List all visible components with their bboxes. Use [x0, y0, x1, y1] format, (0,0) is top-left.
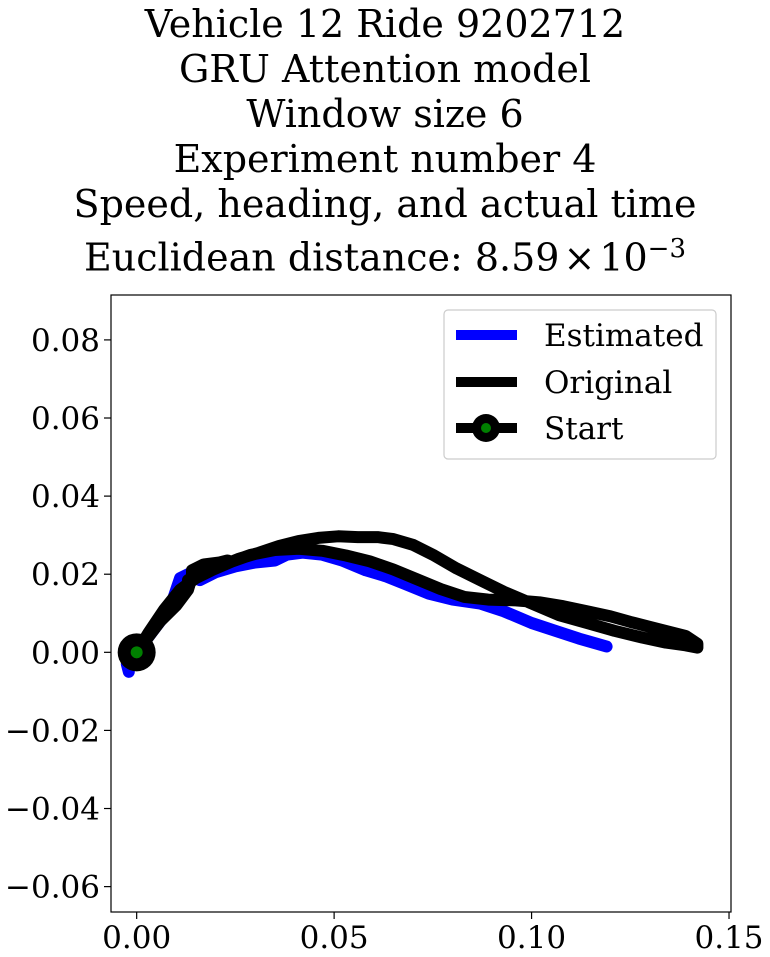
y-axis: 0.08 0.06 0.04 0.02 0.00 −0.02 −0.04 −0.06 — [5, 323, 111, 906]
start-marker-center — [130, 646, 143, 659]
legend-swatch-start-center — [481, 423, 491, 433]
plot-frame — [110, 294, 732, 913]
y-tick-label: 0.08 — [31, 323, 100, 359]
distance-exponent: −3 — [647, 234, 686, 264]
series-line-original — [130, 530, 704, 659]
series-layer — [117, 530, 704, 678]
legend: Estimated Original Start — [443, 309, 717, 460]
y-tick-label: −0.02 — [5, 713, 100, 749]
distance-base: 10 — [599, 235, 648, 280]
distance-times: × — [563, 235, 596, 280]
y-tick-label: −0.06 — [5, 870, 100, 906]
x-tick-label: 0.00 — [102, 920, 171, 956]
y-tick-label: 0.02 — [31, 557, 100, 593]
x-tick-label: 0.05 — [300, 920, 369, 956]
legend-box — [443, 309, 717, 460]
y-tick-label: 0.00 — [31, 635, 100, 671]
legend-label-estimated: Estimated — [544, 318, 703, 354]
title-line-experiment: Experiment number 4 — [173, 137, 597, 181]
title-line-model: GRU Attention model — [178, 47, 592, 91]
legend-label-start: Start — [544, 411, 624, 447]
x-tick-label: 0.10 — [497, 920, 566, 956]
title-line-window: Window size 6 — [246, 92, 524, 136]
y-tick-label: −0.04 — [5, 792, 100, 828]
title-line-features: Speed, heading, and actual time — [73, 182, 697, 226]
title-line-vehicle: Vehicle 12 Ride 9202712 — [144, 2, 626, 46]
title-line-distance: Euclidean distance: 8.59 × 10−3 — [0, 227, 770, 280]
distance-prefix: Euclidean distance: 8.59 — [84, 235, 560, 280]
y-tick-label: 0.06 — [31, 401, 100, 437]
x-axis: 0.00 0.05 0.10 0.15 — [102, 912, 764, 956]
legend-label-original: Original — [544, 365, 672, 401]
y-tick-label: 0.04 — [31, 479, 100, 515]
chart-title: Vehicle 12 Ride 9202712 GRU Attention mo… — [0, 2, 770, 280]
x-tick-label: 0.15 — [695, 920, 764, 956]
